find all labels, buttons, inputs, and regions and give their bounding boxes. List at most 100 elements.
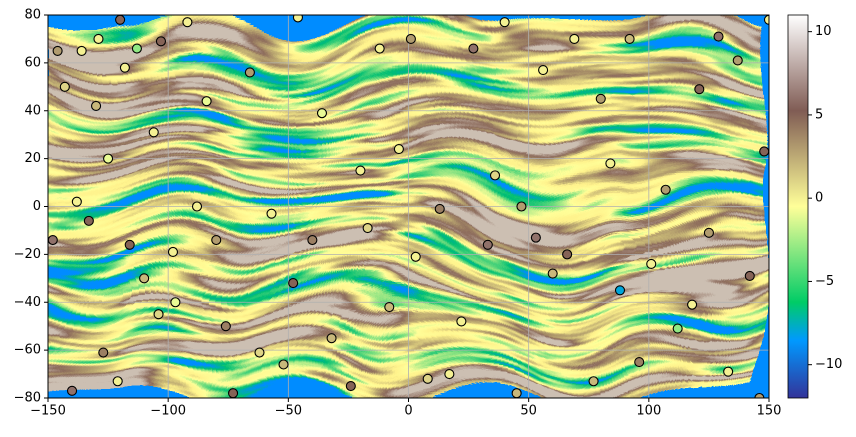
scatter-point [59,81,70,92]
scatter-point [444,369,455,380]
scatter-point [182,17,193,28]
scatter-point [530,232,541,243]
scatter-point [228,388,239,398]
scatter-point [713,31,724,42]
scatter-point [244,67,255,78]
scatter-point [76,45,87,56]
scatter-point [66,385,78,396]
scatter-point [316,108,328,119]
scatter-point [355,165,366,176]
scatter-point [384,301,395,313]
y-tick-label: 0 [33,199,41,214]
scatter-point [410,251,421,262]
scatter-point [434,203,445,214]
scatter-point [569,33,580,44]
scatter-point [91,100,102,112]
scatter-point [754,392,765,398]
scatter-point [288,278,299,289]
scatter-point [468,43,479,54]
x-tick-label: −150 [30,404,66,419]
scatter-point [538,65,549,76]
scatter-point [489,170,501,181]
scatter-point [112,376,123,387]
scatter-point [155,36,167,47]
scatter-point [131,43,142,54]
scatter-point [672,323,683,334]
y-tick-label: −80 [14,391,41,406]
y-tick-label: −20 [14,247,41,262]
scatter-point [744,270,755,281]
scatter-point [614,285,626,296]
scatter-point [763,15,769,25]
scatter-point [646,258,657,270]
scatter-point [220,321,231,332]
scatter-point [562,249,573,260]
scatter-point [547,268,558,279]
scatter-point [456,316,467,327]
scatter-point [201,96,212,107]
scatter-point [83,215,94,226]
scatter-point [326,333,337,344]
scatter-point [71,196,82,207]
colorbar-tick-label: 0 [815,191,823,206]
scatter-point [605,158,616,169]
scatter-point [153,309,164,320]
y-tick-label: −60 [14,343,41,358]
scatter-point [511,388,522,398]
scatter-point [634,357,645,368]
scatter-point [374,43,385,54]
y-tick-label: −40 [14,295,41,310]
scatter-point [103,153,114,164]
scatter-point [292,15,303,23]
scatter-point [516,201,527,212]
scatter-point [595,93,606,104]
x-tick-label: 50 [520,404,537,419]
scatter-point [660,184,671,195]
colorbar-tick-label: −10 [815,357,842,372]
scatter-point [694,84,705,95]
scatter-point [499,17,510,28]
scatter-point [93,33,104,44]
scatter-point [759,146,769,157]
scatter-point [266,208,277,219]
scatter-point [98,347,109,358]
colorbar-tick-label: 10 [815,24,832,39]
y-tick-label: 20 [24,151,41,166]
x-tick-label: 0 [404,404,412,419]
x-tick-label: −50 [275,404,302,419]
x-tick-label: 150 [757,404,782,419]
scatter-point [732,55,743,66]
scatter-point [405,33,416,44]
scatter-point [124,239,135,250]
scatter-point [422,373,433,384]
scatter-point [393,144,404,155]
scatter-point [624,33,635,44]
scatter-point [52,45,63,56]
scatter-point [170,297,181,308]
scatter-point [278,359,289,370]
scatter-point [362,222,373,234]
scatter-point [723,366,734,377]
scatter-point [139,273,150,284]
y-tick-label: 40 [24,103,41,118]
scatter-point [191,201,203,212]
scatter-point [119,62,130,73]
scatter-point [48,234,58,246]
scatter-point [148,127,159,138]
scatter-point [307,234,318,246]
y-tick-label: 60 [24,55,41,70]
scatter-point [254,347,265,358]
colorbar-tick-label: 5 [815,107,823,122]
scatter-point [115,15,126,25]
y-tick-label: 80 [24,8,41,23]
colorbar [787,14,809,399]
scatter-point [345,380,356,392]
scatter-point [211,234,222,246]
scatter-point [703,227,714,238]
scatter-point [482,239,493,250]
scatter-point [167,246,179,258]
scatter-point [588,376,599,387]
scatter-point [687,299,698,310]
x-tick-label: −100 [150,404,186,419]
